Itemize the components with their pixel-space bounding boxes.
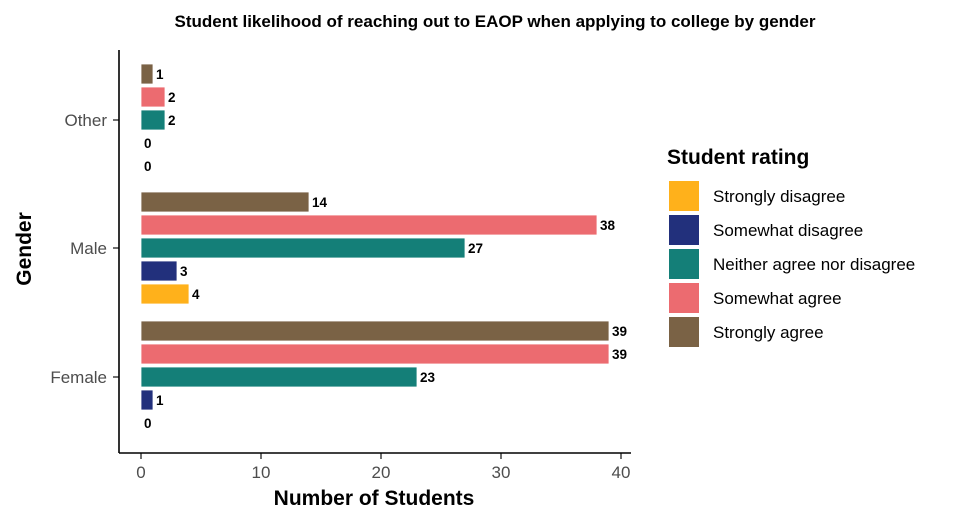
data-label-male-strongly-disagree: 4 <box>192 287 200 302</box>
data-label-male-neither-agree-nor-disagree: 27 <box>468 241 483 256</box>
y-tick-label-male: Male <box>70 239 107 258</box>
x-tick-label: 20 <box>372 463 391 482</box>
data-label-female-neither-agree-nor-disagree: 23 <box>420 370 436 385</box>
legend-label-somewhat-disagree: Somewhat disagree <box>713 221 863 240</box>
bar-male-somewhat-agree <box>140 214 598 236</box>
legend-title: Student rating <box>667 146 809 169</box>
bar-other-somewhat-agree <box>140 86 166 108</box>
y-tick-label-other: Other <box>64 111 107 130</box>
legend: Student rating Strongly disagree Somewhat… <box>667 146 915 347</box>
data-label-other-strongly-agree: 1 <box>156 67 164 82</box>
x-tick-label: 0 <box>136 463 145 482</box>
x-tick-label: 30 <box>492 463 511 482</box>
data-label-other-neither-agree-nor-disagree: 2 <box>168 113 176 128</box>
bar-female-strongly-agree <box>140 320 610 342</box>
bar-male-strongly-agree <box>140 191 310 213</box>
plot-area: 0 10 20 30 40FemaleMaleOther0123393943273814… <box>50 63 631 482</box>
x-axis-title: Number of Students <box>274 487 475 510</box>
legend-label-strongly-disagree: Strongly disagree <box>713 187 845 206</box>
bar-male-strongly-disagree <box>140 283 190 305</box>
data-label-other-somewhat-agree: 2 <box>168 90 176 105</box>
x-tick-label: 40 <box>612 463 631 482</box>
chart-title: Student likelihood of reaching out to EA… <box>174 12 815 31</box>
bar-female-somewhat-agree <box>140 343 610 365</box>
y-axis-title: Gender <box>13 212 36 286</box>
data-label-female-strongly-agree: 39 <box>612 324 627 339</box>
data-label-female-somewhat-agree: 39 <box>612 347 627 362</box>
bar-other-neither-agree-nor-disagree <box>140 109 166 131</box>
legend-swatch-strongly-disagree <box>669 181 699 211</box>
data-label-male-somewhat-agree: 38 <box>600 218 616 233</box>
legend-swatch-strongly-agree <box>669 317 699 347</box>
bar-male-neither-agree-nor-disagree <box>140 237 466 259</box>
y-tick-label-female: Female <box>50 368 107 387</box>
data-label-other-strongly-disagree: 0 <box>144 159 152 174</box>
data-label-female-strongly-disagree: 0 <box>144 416 152 431</box>
data-label-male-strongly-agree: 14 <box>312 195 328 210</box>
bar-female-neither-agree-nor-disagree <box>140 366 418 388</box>
legend-label-strongly-agree: Strongly agree <box>713 323 824 342</box>
legend-swatch-somewhat-disagree <box>669 215 699 245</box>
data-label-male-somewhat-disagree: 3 <box>180 264 188 279</box>
legend-swatch-neither-agree-nor-disagree <box>669 249 699 279</box>
legend-swatch-somewhat-agree <box>669 283 699 313</box>
data-label-other-somewhat-disagree: 0 <box>144 136 152 151</box>
data-label-female-somewhat-disagree: 1 <box>156 393 164 408</box>
bar-female-somewhat-disagree <box>140 389 154 411</box>
bar-male-somewhat-disagree <box>140 260 178 282</box>
x-tick-label: 10 <box>252 463 271 482</box>
legend-label-somewhat-agree: Somewhat agree <box>713 289 842 308</box>
bar-other-strongly-agree <box>140 63 154 85</box>
legend-label-neither-agree-nor-disagree: Neither agree nor disagree <box>713 255 915 274</box>
